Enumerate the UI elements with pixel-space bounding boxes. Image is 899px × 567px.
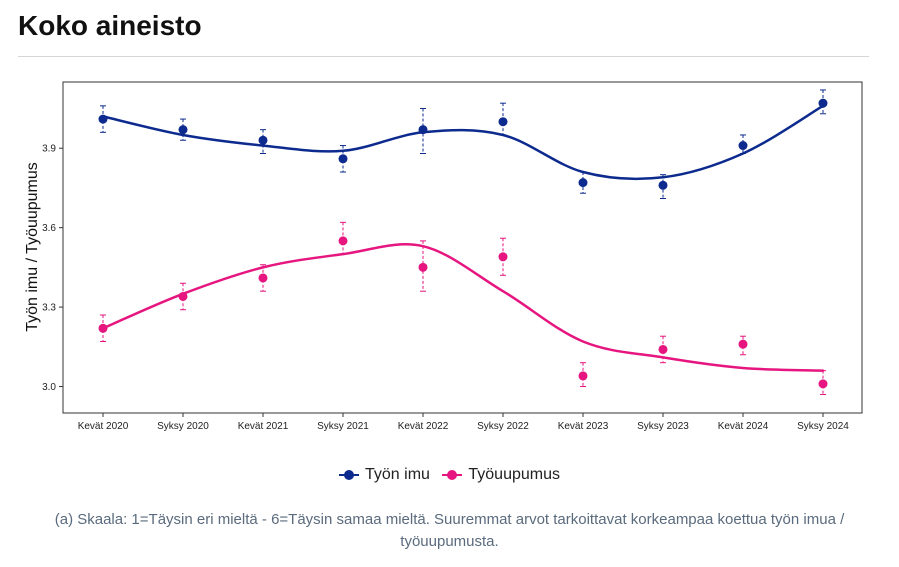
- y-tick-label: 3.6: [42, 223, 56, 234]
- data-point: [498, 117, 508, 127]
- y-tick-label: 3.0: [42, 382, 56, 393]
- data-point: [658, 344, 668, 354]
- x-tick-label: Syksy 2023: [637, 421, 689, 432]
- data-point: [258, 273, 268, 283]
- y-tick-label: 3.3: [42, 303, 56, 314]
- trend-line: [101, 104, 825, 181]
- x-tick-label: Syksy 2024: [797, 421, 849, 432]
- data-point: [818, 98, 828, 108]
- x-axis: Kevät 2020 Syksy 2020 Kevät 2021 Syksy 2021…: [78, 413, 849, 432]
- x-tick-label: Kevät 2020: [78, 421, 129, 432]
- data-point: [738, 141, 748, 151]
- data-point: [738, 339, 748, 349]
- series-layer: [98, 89, 828, 395]
- data-point: [178, 125, 188, 135]
- data-point: [498, 252, 508, 262]
- data-point: [818, 379, 828, 389]
- data-point: [658, 180, 668, 190]
- y-axis-title: Työn imu / Työuupumus: [24, 162, 41, 332]
- data-point: [578, 371, 588, 381]
- trend-line: [101, 243, 825, 372]
- series-group-2: [98, 221, 828, 395]
- legend-item-series-2: Työuupumus: [442, 466, 560, 484]
- title-divider: [18, 56, 869, 57]
- legend-marker-icon: [339, 469, 359, 481]
- x-tick-label: Kevät 2023: [558, 421, 609, 432]
- y-tick-label: 3.9: [42, 144, 56, 155]
- x-tick-label: Kevät 2021: [238, 421, 289, 432]
- data-point: [98, 323, 108, 333]
- data-point: [258, 135, 268, 145]
- chart-caption: (a) Skaala: 1=Täysin eri mieltä - 6=Täys…: [54, 511, 845, 550]
- data-point: [578, 178, 588, 188]
- legend-item-series-1: Työn imu: [339, 466, 430, 484]
- y-axis: 3.0 3.3 3.6 3.9: [42, 144, 63, 393]
- data-point: [178, 291, 188, 301]
- line-chart: 3.03.33.63.9 Kevät 2020 Syksy 2020 Kevät 2…: [24, 81, 863, 432]
- data-point: [338, 236, 348, 246]
- data-point: [418, 125, 428, 135]
- legend-label: Työn imu: [365, 466, 430, 483]
- x-tick-label: Kevät 2024: [718, 421, 769, 432]
- page-title: Koko aineisto: [18, 10, 202, 41]
- data-point: [98, 114, 108, 124]
- legend-marker-icon: [442, 469, 463, 481]
- x-tick-label: Kevät 2022: [398, 421, 449, 432]
- x-tick-label: Syksy 2021: [317, 421, 369, 432]
- x-tick-label: Syksy 2022: [477, 421, 529, 432]
- chart-legend: Työn imu Työuupumus: [0, 466, 899, 486]
- data-point: [418, 262, 428, 272]
- data-point: [338, 154, 348, 164]
- legend-label: Työuupumus: [468, 466, 560, 483]
- series-group-1: [98, 89, 828, 200]
- x-tick-label: Syksy 2020: [157, 421, 209, 432]
